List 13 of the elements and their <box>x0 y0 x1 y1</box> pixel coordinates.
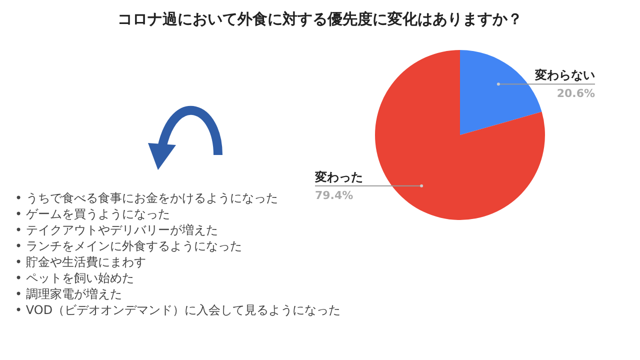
chart-title: コロナ過において外食に対する優先度に変化はありますか？ <box>116 10 524 29</box>
text: • 調理家電が増えた <box>15 286 123 302</box>
data-label: 79.4% <box>315 188 354 202</box>
text: • ゲームを買うようになった <box>15 206 171 222</box>
text: • VOD（ビデオオンデマンド）に入会して見るようになった <box>15 302 342 318</box>
text: • うちで食べる食事にお金をかけるようになった <box>15 191 278 205</box>
slice-label: 変わった <box>314 170 363 184</box>
slice-label: 変わらない <box>534 68 595 82</box>
data-label: 20.6% <box>556 87 595 100</box>
text: • ランチをメインに外食するようになった <box>15 238 243 254</box>
text: • 貯金や生活費にまわす <box>15 254 147 270</box>
text: • ペットを飼い始めた <box>15 270 135 286</box>
text: • テイクアウトやデリバリーが増えた <box>15 222 219 238</box>
